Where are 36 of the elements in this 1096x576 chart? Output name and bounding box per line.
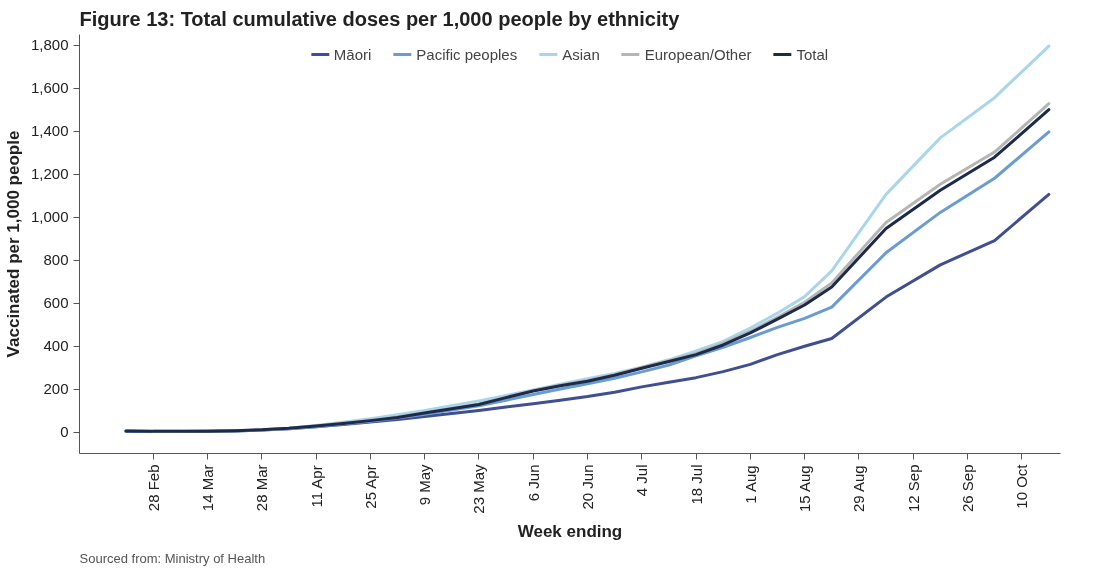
x-tick-label: 1 Aug (741, 465, 759, 504)
x-tick-label: 14 Mar (198, 464, 216, 512)
chart-title: Figure 13: Total cumulative doses per 1,000 people by ethnicity (79, 7, 681, 30)
x-tick-label: 23 May (470, 464, 488, 514)
x-tick-label: 12 Sep (904, 464, 922, 513)
legend-label: Asian (562, 45, 600, 63)
y-axis-title: Vaccinated per 1,000 people (3, 130, 23, 358)
x-tick-label: 25 Apr (361, 465, 379, 509)
y-tick-label: 1,800 (30, 36, 69, 54)
legend-label: European/Other (644, 45, 752, 63)
x-tick-label: 28 Mar (253, 464, 271, 512)
y-tick-label: 600 (43, 294, 69, 312)
y-tick-label: 800 (43, 251, 69, 269)
y-tick-label: 400 (43, 337, 69, 355)
y-tick-label: 1,000 (30, 208, 69, 226)
x-tick-label: 29 Aug (850, 465, 868, 513)
x-tick-label: 18 Jul (687, 464, 705, 505)
x-tick-label: 9 May (416, 464, 434, 506)
x-tick-label: 15 Aug (796, 465, 814, 513)
x-tick-label: 6 Jun (524, 464, 542, 502)
x-axis-title: Week ending (517, 521, 623, 541)
x-tick-label: 4 Jul (633, 464, 651, 497)
text: Sourced from: Ministry of Health (79, 550, 266, 566)
x-tick-label: 26 Sep (958, 464, 976, 513)
legend-label: Total (796, 45, 829, 63)
x-tick-label: 28 Feb (144, 464, 162, 512)
legend-label: Pacific peoples (416, 45, 518, 63)
x-tick-label: 10 Oct (1013, 463, 1031, 509)
x-tick-label: 20 Jun (578, 464, 596, 510)
y-tick-label: 1,600 (30, 79, 69, 97)
y-tick-label: 200 (43, 380, 69, 398)
y-tick-label: 1,200 (30, 165, 69, 183)
legend-label: Māori (333, 45, 372, 63)
x-tick-label: 11 Apr (307, 465, 325, 508)
y-tick-label: 1,400 (30, 122, 69, 140)
y-tick-label: 0 (60, 423, 69, 441)
